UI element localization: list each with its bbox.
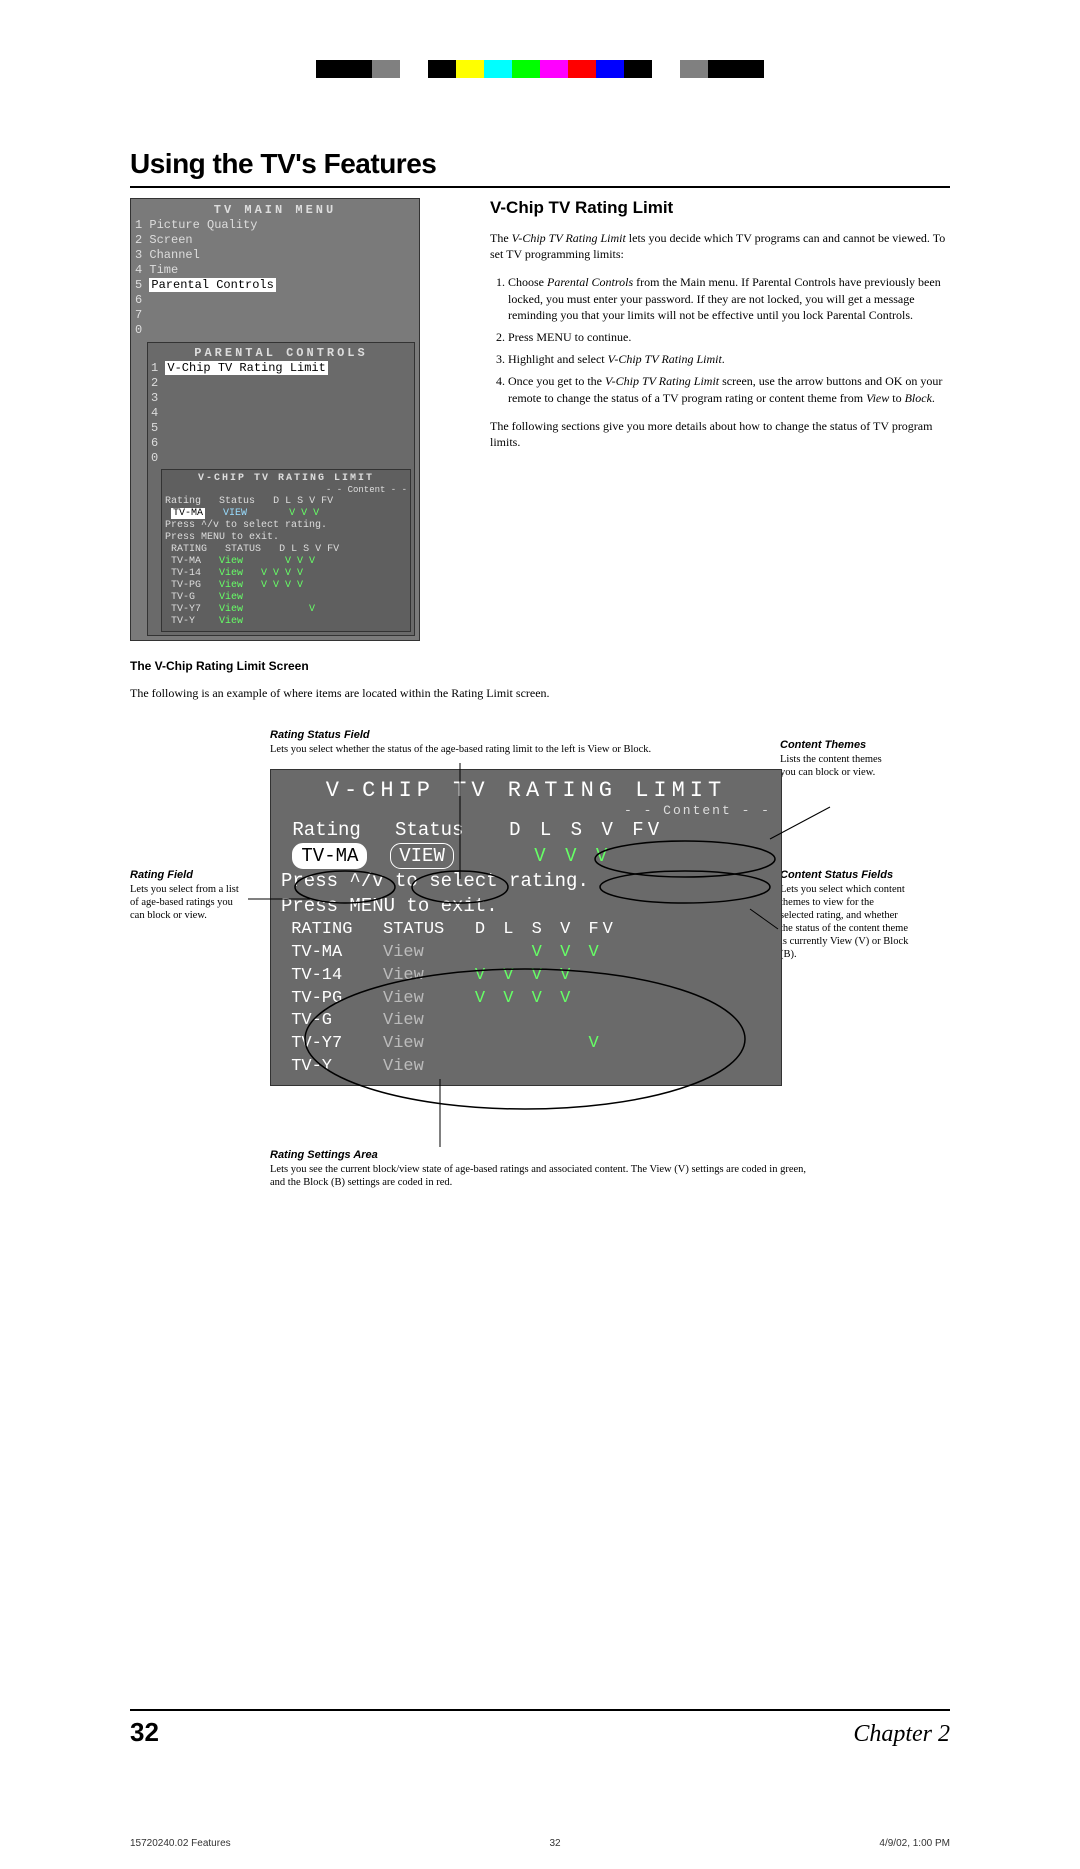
swatch: [540, 60, 568, 78]
swatch: [344, 60, 372, 78]
print-page: 32: [549, 1838, 560, 1849]
swatch: [652, 60, 680, 78]
chapter-label: Chapter 2: [853, 1721, 950, 1748]
swatch: [624, 60, 652, 78]
tail-paragraph: The following sections give you more det…: [490, 418, 950, 450]
help-text: Press ^/v to select rating.: [281, 869, 771, 894]
chapter-title: Using the TV's Features: [130, 148, 950, 180]
vchip-screen-large: V-CHIP TV RATING LIMIT - - Content - - R…: [270, 769, 782, 1086]
osd-screenshot-stack: TV MAIN MENU 1 Picture Quality2 Screen3 …: [130, 198, 470, 641]
help-text: Press ^/v to select rating.: [165, 520, 407, 532]
annotated-diagram: Rating Status Field Lets you select whet…: [130, 729, 950, 1189]
menu-item: 4: [151, 406, 411, 421]
menu-item: 1 Picture Quality: [135, 218, 415, 233]
menu-item: 4 Time: [135, 263, 415, 278]
swatch: [736, 60, 764, 78]
rating-row: TV-PG View V V V V: [165, 580, 407, 592]
step: Press MENU to continue.: [508, 329, 950, 345]
help-text: Press MENU to exit.: [165, 532, 407, 544]
footer-rule: [130, 1709, 950, 1711]
content-label: - - Content - -: [165, 485, 407, 496]
callout-rating-status: Rating Status Field Lets you select whet…: [270, 729, 740, 756]
rating-row: TV-Y7 View V: [165, 604, 407, 616]
osd-title: TV MAIN MENU: [135, 203, 415, 218]
menu-item: 2 Screen: [135, 233, 415, 248]
menu-item: 5: [151, 421, 411, 436]
menu-item: 0: [151, 451, 411, 466]
manual-page: Using the TV's Features TV MAIN MENU 1 P…: [0, 0, 1080, 1869]
callout-settings-area: Rating Settings Area Lets you see the cu…: [270, 1149, 810, 1189]
rating-row: TV-Y View: [165, 616, 407, 628]
rating-row: TV-G View: [281, 1010, 771, 1033]
rating-row: TV-Y View: [281, 1056, 771, 1079]
section-title: V-Chip TV Rating Limit: [490, 198, 950, 218]
swatch: [596, 60, 624, 78]
vchip-limit-osd: V-CHIP TV RATING LIMIT - - Content - - R…: [161, 469, 411, 632]
swatch: [568, 60, 596, 78]
print-footer: 15720240.02 Features 32 4/9/02, 1:00 PM: [130, 1838, 950, 1849]
callout-content-themes: Content Themes Lists the content themes …: [780, 739, 890, 779]
current-rating-row: TV-MA VIEW V V V: [281, 843, 771, 870]
callout-rating-field: Rating Field Lets you select from a list…: [130, 869, 250, 922]
rating-row: TV-PG View V V V V: [281, 988, 771, 1011]
menu-item: 6: [151, 436, 411, 451]
swatch: [512, 60, 540, 78]
page-number: 32: [130, 1717, 159, 1748]
swatch: [428, 60, 456, 78]
intro-paragraph: The V-Chip TV Rating Limit lets you deci…: [490, 230, 950, 262]
swatch: [484, 60, 512, 78]
menu-item: 1 V-Chip TV Rating Limit: [151, 361, 411, 376]
screen-title: V-CHIP TV RATING LIMIT: [281, 778, 771, 803]
swatch: [400, 60, 428, 78]
menu-item: 7: [135, 308, 415, 323]
tv-main-menu-osd: TV MAIN MENU 1 Picture Quality2 Screen3 …: [130, 198, 420, 641]
instruction-text: V-Chip TV Rating Limit The V-Chip TV Rat…: [490, 198, 950, 641]
menu-item: 0: [135, 323, 415, 338]
rating-row: TV-MA View V V V: [165, 556, 407, 568]
subsection-intro: The following is an example of where ite…: [130, 685, 950, 701]
current-rating-row: TV-MA VIEW V V V: [165, 508, 407, 520]
horizontal-rule: [130, 186, 950, 188]
print-file: 15720240.02 Features: [130, 1838, 231, 1849]
swatch: [316, 60, 344, 78]
step: Highlight and select V-Chip TV Rating Li…: [508, 351, 950, 367]
subsection-heading: The V-Chip Rating Limit Screen: [130, 659, 950, 673]
menu-item: 3: [151, 391, 411, 406]
page-footer: 32 Chapter 2: [130, 1717, 950, 1748]
two-column-layout: TV MAIN MENU 1 Picture Quality2 Screen3 …: [130, 198, 950, 641]
rating-row: TV-MA View V V V: [281, 942, 771, 965]
step: Once you get to the V-Chip TV Rating Lim…: [508, 373, 950, 405]
swatch: [680, 60, 708, 78]
menu-item: 5 Parental Controls: [135, 278, 415, 293]
osd-title: V-CHIP TV RATING LIMIT: [165, 473, 407, 485]
menu-item: 6: [135, 293, 415, 308]
rating-row: TV-14 View V V V V: [165, 568, 407, 580]
rating-row: TV-14 View V V V V: [281, 965, 771, 988]
menu-item: 3 Channel: [135, 248, 415, 263]
swatch: [372, 60, 400, 78]
rating-row: TV-Y7 View V: [281, 1033, 771, 1056]
steps-list: Choose Parental Controls from the Main m…: [508, 274, 950, 405]
step: Choose Parental Controls from the Main m…: [508, 274, 950, 323]
content-label: - - Content - -: [281, 803, 771, 818]
crop-color-bar: [130, 60, 950, 78]
callout-content-status: Content Status Fields Lets you select wh…: [780, 869, 910, 962]
swatch: [708, 60, 736, 78]
print-date: 4/9/02, 1:00 PM: [879, 1838, 950, 1849]
help-text: Press MENU to exit.: [281, 894, 771, 919]
table-header: RATING STATUS D L S V FV: [165, 544, 407, 556]
osd-title: PARENTAL CONTROLS: [151, 346, 411, 361]
table-header: Rating Status D L S V FV: [165, 496, 407, 508]
table-header: RATING STATUS D L S V FV: [281, 919, 771, 942]
menu-item: 2: [151, 376, 411, 391]
header-row: Rating Status D L S V FV: [281, 818, 771, 843]
parental-controls-osd: PARENTAL CONTROLS 1 V-Chip TV Rating Lim…: [147, 342, 415, 636]
rating-row: TV-G View: [165, 592, 407, 604]
swatch: [456, 60, 484, 78]
